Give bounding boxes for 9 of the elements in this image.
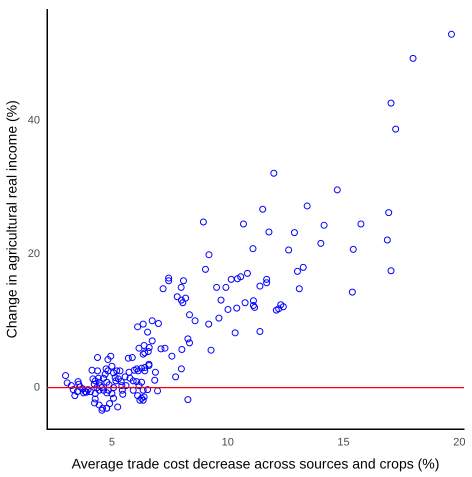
x-tick-label: 20	[453, 436, 466, 449]
y-tick-label: 40	[28, 114, 40, 126]
x-tick-label: 5	[108, 436, 115, 449]
x-axis-title: Average trade cost decrease across sources and crops (%)	[72, 455, 440, 472]
x-tick-label: 15	[337, 436, 350, 449]
y-axis-title: Change in agricultural real income (%)	[3, 100, 20, 338]
y-tick-label: 20	[28, 248, 40, 260]
x-tick-label: 10	[222, 436, 234, 449]
y-tick-label: 0	[34, 382, 40, 394]
